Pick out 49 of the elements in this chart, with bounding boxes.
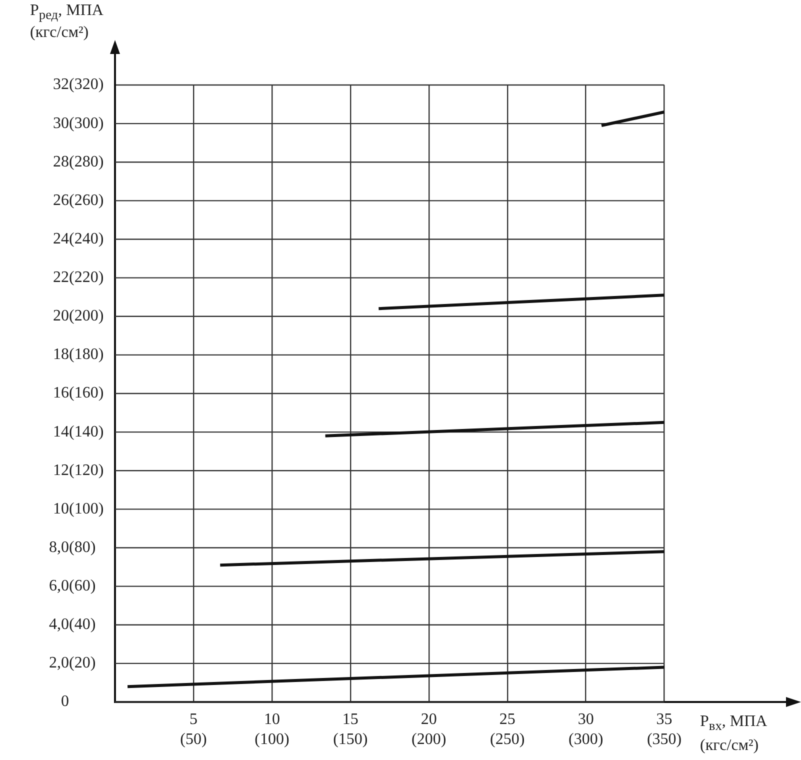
x2-tick-label: (200) [412, 730, 446, 748]
y-tick-label: 28 [53, 153, 69, 170]
y2-tick-label: (40) [69, 616, 96, 634]
y-tick-label: 0 [61, 693, 69, 710]
y2-tick-label: (60) [69, 578, 96, 595]
x-tick-label: 10 [264, 710, 280, 728]
y2-tick-label: (100) [69, 500, 104, 518]
x2-tick-label: (350) [646, 730, 682, 748]
y2-tick-label: (240) [69, 230, 104, 248]
y-tick-label: 4,0 [49, 616, 69, 634]
y-tick-label: 6,0 [49, 578, 69, 595]
y-tick-label: 14 [53, 423, 69, 440]
y-tick-label: 10 [53, 500, 69, 518]
y-tick-label: 20 [53, 308, 69, 325]
y-tick-label: 16 [53, 384, 69, 402]
x2-tick-label: (50) [180, 730, 207, 748]
x-tick-label: 15 [342, 710, 358, 728]
y2-tick-label: (160) [69, 384, 104, 402]
x-tick-label: 5 [189, 710, 198, 728]
y2-tick-label: (300) [69, 114, 104, 132]
y-tick-label: 8,0 [49, 538, 69, 556]
x2-tick-label: (300) [568, 730, 604, 748]
y-tick-label: 18 [53, 346, 69, 364]
x2-tick-label: (150) [333, 730, 368, 748]
y2-tick-label: (220) [69, 269, 104, 286]
y2-tick-label: (180) [69, 346, 104, 364]
y-tick-label: 2,0 [49, 654, 69, 672]
x-tick-label: 20 [420, 710, 437, 728]
x-tick-label: 25 [499, 710, 516, 728]
y2-tick-label: (200) [69, 308, 104, 325]
x-axis-title: P$_{вх}$, МПА (кгс/см²) [700, 712, 768, 756]
y2-tick-label: (140) [69, 423, 104, 440]
y2-tick-label: (20) [69, 654, 96, 672]
y2-tick-label: (320) [69, 76, 104, 94]
y-tick-label: 24 [53, 230, 69, 248]
x-tick-label: 30 [578, 710, 594, 728]
y2-tick-label: (280) [69, 153, 104, 170]
x-tick-label: 35 [656, 710, 672, 728]
y2-tick-label: (260) [69, 192, 104, 209]
y2-tick-label: (120) [69, 462, 104, 479]
y2-tick-label: (80) [69, 538, 96, 556]
y-tick-label: 22 [53, 269, 69, 286]
y-axis-title: P$_{ред}$, МПА (кгс/см²) [30, 2, 104, 42]
y-tick-label: 32 [53, 76, 69, 94]
y-tick-label: 26 [53, 192, 69, 209]
y-tick-label: 12 [53, 462, 69, 479]
x2-tick-label: (100) [254, 730, 290, 748]
y-tick-label: 30 [53, 114, 69, 132]
x2-tick-label: (250) [490, 730, 525, 748]
